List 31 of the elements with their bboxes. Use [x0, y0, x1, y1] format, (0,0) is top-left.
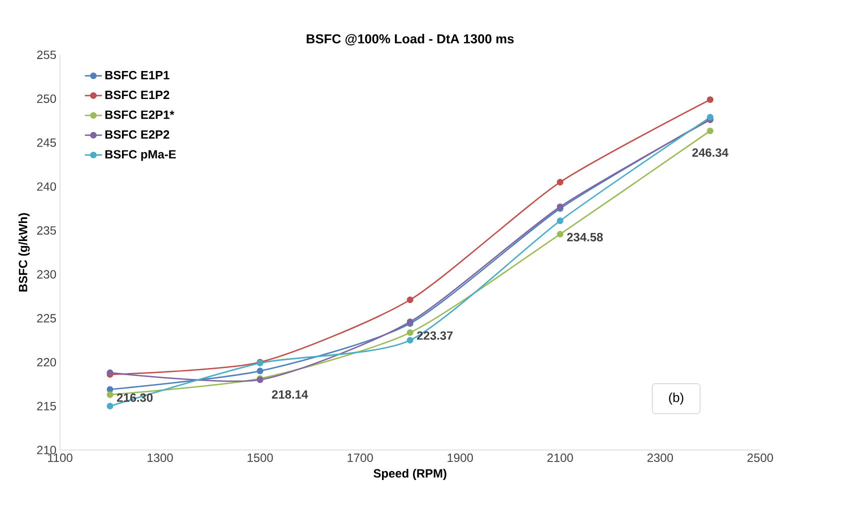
x-tick-label: 1700: [348, 454, 373, 462]
x-axis-title: Speed (RPM): [374, 468, 446, 480]
x-tick-label: 2300: [647, 454, 673, 462]
x-tick-label: 2100: [547, 454, 573, 462]
x-tick-label: 2500: [747, 454, 774, 462]
x-tick-label: 1100: [48, 454, 72, 462]
legend-label: BSFC E1P2: [105, 90, 170, 100]
y-tick-label: 215: [37, 402, 56, 410]
x-tick-label: 1500: [248, 454, 273, 462]
legend-label: BSFC E2P2: [105, 130, 170, 139]
y-tick-label: 245: [37, 138, 56, 147]
y-tick-label: 230: [37, 270, 56, 279]
chart-title: BSFC @100% Load - DtA 1300 ms: [306, 34, 514, 46]
y-tick-label: 240: [37, 182, 56, 191]
y-tick-label: 235: [37, 226, 56, 235]
data-label: 234.58: [567, 232, 603, 242]
y-tick-label: 220: [37, 358, 56, 366]
data-label: 218.14: [272, 390, 308, 399]
legend-label: BSFC E1P1: [105, 70, 170, 80]
annotation: (b): [669, 392, 684, 405]
x-tick-label: 1900: [448, 454, 473, 462]
y-tick-label: 210: [37, 446, 56, 454]
x-tick-label: 1300: [148, 454, 173, 462]
legend-label: BSFC pMa-E: [105, 150, 176, 161]
y-tick-label: 250: [37, 94, 56, 103]
data-label: 246.34: [692, 148, 728, 157]
data-label: 223.37: [417, 331, 453, 340]
legend-label: BSFC E2P1*: [105, 110, 174, 119]
y-tick-label: 255: [37, 50, 56, 60]
y-axis-title: BSFC (g/kWh): [18, 213, 30, 292]
y-tick-label: 225: [37, 314, 56, 322]
